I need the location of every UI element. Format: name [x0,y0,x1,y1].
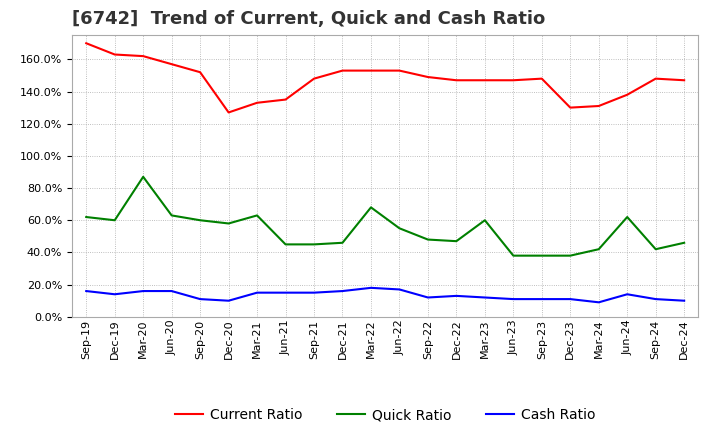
Quick Ratio [167,213,176,218]
Quick Ratio [225,221,233,226]
Current Ratio [652,76,660,81]
Current Ratio [82,40,91,46]
Cash Ratio [110,292,119,297]
Current Ratio [139,54,148,59]
Quick Ratio [82,214,91,220]
Line: Current Ratio: Current Ratio [86,43,684,113]
Cash Ratio [452,293,461,298]
Cash Ratio [366,285,375,290]
Quick Ratio [566,253,575,258]
Quick Ratio [253,213,261,218]
Quick Ratio [310,242,318,247]
Cash Ratio [338,288,347,293]
Cash Ratio [196,297,204,302]
Current Ratio [537,76,546,81]
Text: [6742]  Trend of Current, Quick and Cash Ratio: [6742] Trend of Current, Quick and Cash … [72,10,545,28]
Quick Ratio [110,218,119,223]
Cash Ratio [566,297,575,302]
Current Ratio [452,77,461,83]
Quick Ratio [423,237,432,242]
Cash Ratio [282,290,290,295]
Quick Ratio [595,246,603,252]
Current Ratio [423,74,432,80]
Current Ratio [395,68,404,73]
Quick Ratio [509,253,518,258]
Cash Ratio [680,298,688,303]
Cash Ratio [652,297,660,302]
Current Ratio [110,52,119,57]
Current Ratio [595,103,603,109]
Current Ratio [282,97,290,102]
Current Ratio [310,76,318,81]
Quick Ratio [537,253,546,258]
Cash Ratio [423,295,432,300]
Line: Quick Ratio: Quick Ratio [86,177,684,256]
Current Ratio [225,110,233,115]
Cash Ratio [82,288,91,293]
Quick Ratio [338,240,347,246]
Current Ratio [509,77,518,83]
Current Ratio [623,92,631,97]
Current Ratio [566,105,575,110]
Current Ratio [167,62,176,67]
Legend: Current Ratio, Quick Ratio, Cash Ratio: Current Ratio, Quick Ratio, Cash Ratio [170,403,600,428]
Cash Ratio [480,295,489,300]
Quick Ratio [452,238,461,244]
Cash Ratio [509,297,518,302]
Line: Cash Ratio: Cash Ratio [86,288,684,302]
Cash Ratio [395,287,404,292]
Current Ratio [196,70,204,75]
Cash Ratio [167,288,176,293]
Quick Ratio [623,214,631,220]
Quick Ratio [680,240,688,246]
Quick Ratio [652,246,660,252]
Quick Ratio [196,218,204,223]
Quick Ratio [282,242,290,247]
Quick Ratio [480,218,489,223]
Current Ratio [338,68,347,73]
Cash Ratio [537,297,546,302]
Current Ratio [366,68,375,73]
Current Ratio [680,77,688,83]
Cash Ratio [139,288,148,293]
Cash Ratio [310,290,318,295]
Cash Ratio [623,292,631,297]
Cash Ratio [595,300,603,305]
Current Ratio [253,100,261,106]
Quick Ratio [366,205,375,210]
Cash Ratio [225,298,233,303]
Quick Ratio [395,226,404,231]
Cash Ratio [253,290,261,295]
Current Ratio [480,77,489,83]
Quick Ratio [139,174,148,180]
